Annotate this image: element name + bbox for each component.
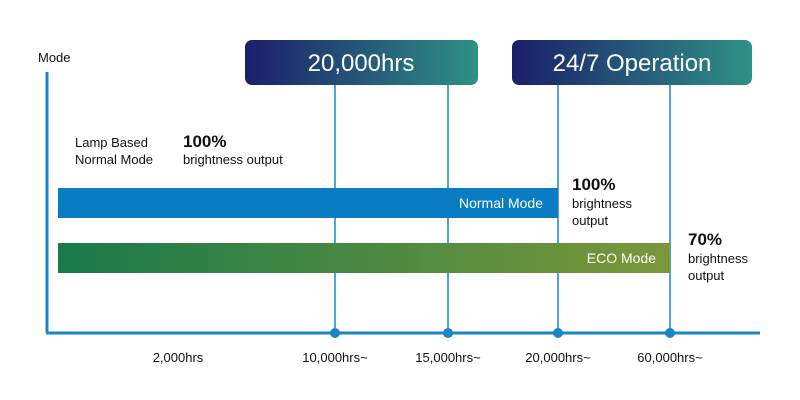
banners: 20,000hrs 24/7 Operation — [245, 40, 752, 85]
x-label: 20,000hrs~ — [525, 350, 591, 365]
bar-caption: brightness — [688, 251, 748, 266]
banner — [512, 40, 752, 85]
y-axis-label: Mode — [38, 50, 71, 65]
x-label: 60,000hrs~ — [637, 350, 703, 365]
normal-bar — [58, 188, 558, 218]
bar-caption: brightness — [572, 196, 632, 211]
bar-caption: output — [572, 213, 609, 228]
tick-dot — [330, 328, 340, 338]
note-line: Normal Mode — [75, 152, 153, 167]
tick-dots — [330, 328, 675, 338]
note-caption: brightness output — [183, 152, 283, 167]
bar-label: Normal Mode — [459, 195, 543, 211]
banner-text: 24/7 Operation — [553, 50, 712, 77]
bar-percent: 100% — [572, 175, 615, 194]
banner-text: 20,000hrs — [308, 50, 415, 77]
tick-dot — [553, 328, 563, 338]
x-label: 10,000hrs~ — [302, 350, 368, 365]
bar-percent: 70% — [688, 230, 722, 249]
tick-dot — [443, 328, 453, 338]
eco-bar — [58, 243, 670, 273]
bar-caption: output — [688, 268, 725, 283]
note-percent: 100% — [183, 132, 226, 151]
x-label: 15,000hrs~ — [415, 350, 481, 365]
note-line: Lamp Based — [75, 135, 148, 150]
banner — [245, 40, 478, 85]
bar-label: ECO Mode — [587, 250, 656, 266]
tick-dot — [665, 328, 675, 338]
x-label: 2,000hrs — [153, 350, 204, 365]
